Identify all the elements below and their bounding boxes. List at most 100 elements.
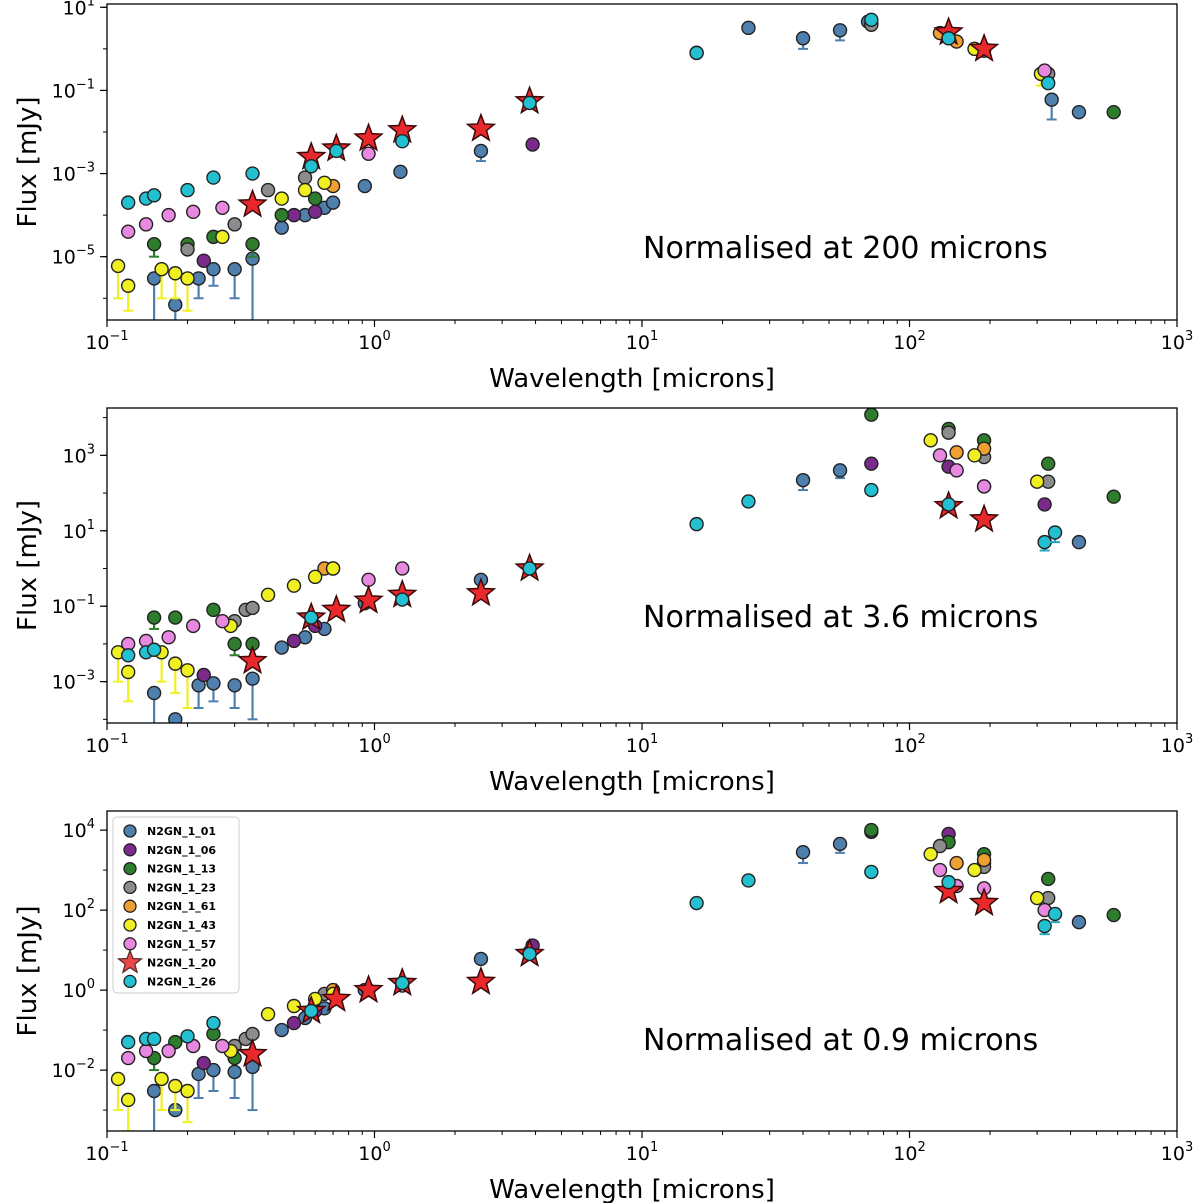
data-point-star [237, 188, 268, 218]
legend-marker [123, 861, 137, 876]
series-N2GN_1_01 [146, 14, 1087, 320]
data-point [967, 862, 982, 878]
data-point [361, 146, 376, 161]
panel-2: 10−1 100 101 102 103 10−3 10−1 101 103 Wavelength… [13, 407, 1193, 797]
legend-box [112, 816, 240, 994]
data-point [795, 472, 811, 488]
data-point [215, 614, 230, 629]
data-point [297, 182, 313, 198]
data-point [120, 278, 136, 293]
data-point [949, 445, 964, 460]
x-tick-label: 102 [893, 329, 925, 354]
panel-annotation: Normalised at 0.9 microns [643, 1023, 1038, 1058]
x-tick-label: 10−1 [85, 732, 128, 757]
data-point [168, 1078, 183, 1094]
data-point [361, 572, 376, 588]
legend-label: N2GN_1_43 [147, 919, 216, 932]
data-point [864, 408, 879, 422]
data-point [286, 633, 302, 649]
y-tick-label: 101 [63, 0, 95, 19]
data-point [274, 207, 289, 223]
x-axis-title: Wavelength [microns] [489, 364, 775, 394]
data-point [274, 1022, 289, 1038]
data-point [146, 610, 162, 625]
data-point [146, 1083, 162, 1099]
x-tick-label: 103 [1161, 732, 1193, 757]
data-point [227, 217, 242, 232]
data-point [329, 143, 344, 159]
data-point [120, 224, 136, 239]
y-axis-title: Flux [mJy] [13, 906, 43, 1037]
data-point [395, 592, 410, 607]
data-point [864, 822, 879, 838]
data-point [832, 836, 848, 852]
y-tick-label: 10−3 [52, 161, 95, 186]
data-point [274, 220, 289, 235]
series-N2GN_1_23 [180, 17, 1056, 257]
data-point [949, 855, 964, 871]
data-point [146, 236, 162, 252]
data-point [206, 1062, 221, 1078]
data-point [274, 191, 289, 206]
data-point [304, 1003, 319, 1019]
data-layer [110, 12, 1121, 320]
series-N2GN_1_20 [237, 490, 1000, 675]
series-N2GN_1_26 [120, 482, 1063, 663]
data-point [215, 200, 230, 216]
x-tick-label: 103 [1161, 1140, 1193, 1165]
legend-marker-star [116, 948, 144, 974]
data-point [245, 166, 260, 181]
data-point [168, 712, 183, 723]
data-point [146, 1031, 162, 1047]
data-point-star [320, 982, 352, 1013]
data-layer [110, 408, 1121, 723]
data-point [976, 479, 992, 494]
data-point [196, 1055, 211, 1071]
data-point [1029, 474, 1045, 489]
data-point [923, 846, 938, 862]
series-N2GN_1_61 [317, 441, 992, 576]
data-point [1047, 906, 1063, 922]
data-point [317, 175, 332, 190]
series-N2GN_1_61 [325, 25, 964, 194]
data-point [473, 951, 489, 967]
x-tick-label: 10−1 [85, 329, 128, 354]
data-point [274, 640, 289, 655]
data-point [1037, 497, 1052, 512]
data-point [1037, 63, 1052, 78]
data-point [1029, 890, 1045, 906]
y-tick-label: 100 [63, 977, 95, 1002]
series-N2GN_1_26 [120, 864, 1063, 1050]
data-point [161, 1043, 176, 1059]
data-point [120, 664, 136, 680]
legend-label: N2GN_1_20 [147, 957, 216, 970]
data-point [180, 242, 195, 257]
series-N2GN_1_43 [110, 846, 1045, 1131]
data-point-star [465, 577, 497, 607]
data-point [395, 134, 410, 149]
data-point [146, 685, 162, 701]
data-point [260, 587, 276, 603]
data-point [180, 663, 195, 678]
y-tick-label: 10−1 [52, 77, 95, 102]
data-point [325, 561, 341, 576]
data-point [795, 31, 811, 46]
data-point [138, 217, 154, 232]
x-axis-title: Wavelength [microns] [489, 767, 775, 797]
legend-label: N2GN_1_26 [147, 975, 216, 988]
plot-frame [106, 3, 1178, 321]
data-point [949, 463, 964, 478]
data-point [741, 20, 756, 36]
data-point [180, 1083, 195, 1099]
data-layer [110, 822, 1121, 1131]
legend-label: N2GN_1_01 [147, 825, 216, 838]
data-point [932, 448, 948, 463]
data-point [110, 1071, 126, 1087]
data-point [304, 159, 319, 174]
data-point [941, 425, 956, 440]
data-point [168, 297, 183, 312]
data-point [1106, 907, 1121, 923]
data-point [227, 262, 242, 277]
x-tick-label: 102 [893, 732, 925, 757]
